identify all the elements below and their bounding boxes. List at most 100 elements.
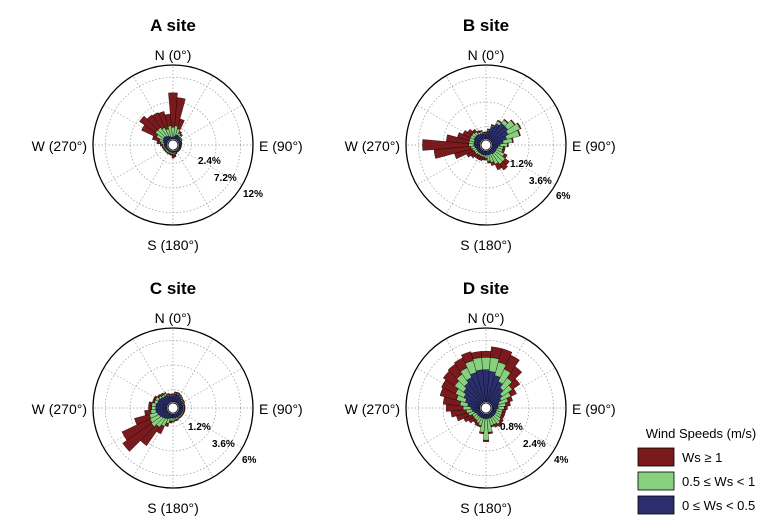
rose-sector <box>508 388 517 397</box>
rose-sector <box>490 161 496 166</box>
legend: Wind Speeds (m/s) Ws ≥ 1 0.5 ≤ Ws < 1 0 … <box>637 426 757 515</box>
rose-sector <box>476 130 481 134</box>
rose-sector <box>171 393 175 396</box>
direction-label-north: N (0°) <box>468 310 505 326</box>
grid-spoke <box>416 144 487 186</box>
legend-swatch-high <box>637 447 675 467</box>
grid-spoke <box>416 104 487 146</box>
direction-label-south: S (180°) <box>147 237 199 253</box>
wind-rose-d <box>405 327 567 489</box>
direction-label-south: S (180°) <box>147 500 199 516</box>
wind-rose-c <box>92 327 254 489</box>
rose-sector <box>179 137 182 140</box>
grid-spoke <box>172 407 243 449</box>
grid-spoke <box>132 407 174 478</box>
grid-spoke <box>485 75 527 146</box>
rose-sector <box>480 350 492 358</box>
grid-spoke <box>485 407 527 478</box>
ring-label-outer: 4% <box>554 455 569 466</box>
rose-sector <box>471 351 482 360</box>
grid-spoke <box>132 75 174 146</box>
rose-sector <box>503 354 520 374</box>
rose-sector <box>153 395 158 401</box>
rose-sector <box>180 396 184 399</box>
rose-sector <box>148 401 153 407</box>
direction-label-east: E (90°) <box>572 138 616 154</box>
rose-sector <box>161 145 164 149</box>
direction-label-west: W (270°) <box>345 401 400 417</box>
legend-swatch-medium <box>637 471 675 491</box>
direction-label-south: S (180°) <box>460 237 512 253</box>
direction-label-west: W (270°) <box>32 138 87 154</box>
rose-sector <box>181 142 183 145</box>
ring-label-inner: 2.4% <box>198 156 221 167</box>
direction-label-east: E (90°) <box>572 401 616 417</box>
wind-rose-b <box>405 64 567 226</box>
rose-sector <box>174 97 186 127</box>
ring-label-outer: 6% <box>242 455 257 466</box>
outer-circle <box>405 64 567 226</box>
rose-sector <box>180 138 183 142</box>
rose-sector <box>151 405 156 411</box>
rose-sector <box>497 421 503 428</box>
ring-label-inner: 1.2% <box>510 159 533 170</box>
rose-sector <box>479 130 483 133</box>
calm-center <box>480 402 492 414</box>
rose-sector <box>171 154 175 159</box>
rose-sector <box>170 153 173 156</box>
rose-sector <box>508 378 521 390</box>
rose-sector <box>517 129 521 137</box>
calm-center <box>480 139 492 151</box>
calm-center <box>167 139 179 151</box>
grid-spoke <box>172 338 214 409</box>
legend-label-high: Ws ≥ 1 <box>682 450 722 465</box>
ring-label-middle: 3.6% <box>212 439 235 450</box>
grid-spoke <box>103 367 174 409</box>
rose-sector <box>169 393 173 396</box>
grid-spoke <box>445 75 487 146</box>
rose-sector <box>511 137 514 143</box>
grid-spoke <box>485 367 556 409</box>
rose-sector <box>177 118 185 131</box>
rose-sector <box>516 122 522 130</box>
direction-label-west: W (270°) <box>32 401 87 417</box>
rose-sector <box>183 406 186 410</box>
rose-sector <box>156 394 162 399</box>
rose-sector <box>134 414 152 426</box>
grid-spoke <box>103 104 174 146</box>
grid-spoke <box>485 407 556 449</box>
rose-sector <box>173 419 177 422</box>
grid-spoke <box>416 407 487 449</box>
grid-spoke <box>485 104 556 146</box>
rose-sector <box>182 400 186 404</box>
rose-sector <box>498 348 513 366</box>
panel-d-site: D site N (0°) E (90°) S (180°) W (270°) … <box>345 279 616 516</box>
rose-sector <box>467 128 475 136</box>
rose-sector <box>144 409 152 416</box>
ring-label-middle: 2.4% <box>523 439 546 450</box>
panel-a-site: A site N (0°) E (90°) S (180°) W (270°) … <box>32 16 303 253</box>
rose-sector <box>461 351 474 364</box>
rose-sector <box>180 144 182 146</box>
legend-label-low: 0 ≤ Ws < 0.5 <box>682 498 755 513</box>
rose-sector <box>484 131 488 134</box>
rose-sector <box>479 431 485 435</box>
rose-sector <box>484 157 488 161</box>
legend-swatch-low <box>637 495 675 515</box>
rose-sector <box>162 392 167 395</box>
rose-sector <box>462 130 473 138</box>
ring-label-inner: 0.8% <box>500 422 523 433</box>
rose-sector <box>164 113 172 127</box>
rose-sector <box>159 392 164 397</box>
ring-label-inner: 1.2% <box>188 422 211 433</box>
grid-spoke <box>172 144 214 215</box>
ring-label-outer: 12% <box>243 189 263 200</box>
rose-sector <box>493 422 499 428</box>
grid-spoke <box>132 338 174 409</box>
legend-title: Wind Speeds (m/s) <box>646 426 757 441</box>
rose-sector <box>487 160 491 164</box>
rose-sector <box>482 439 490 442</box>
panel-title: C site <box>150 279 196 298</box>
grid-spoke <box>172 144 243 186</box>
